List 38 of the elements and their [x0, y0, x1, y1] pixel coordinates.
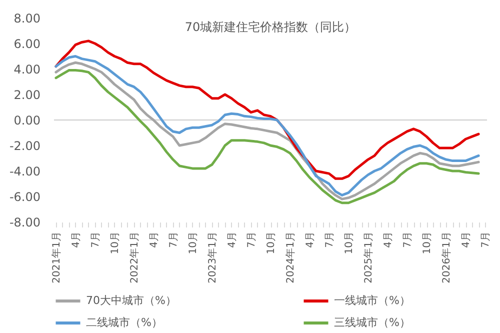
x-tick-label: 7月 — [402, 232, 414, 248]
y-tick-label: 6.00 — [14, 37, 40, 51]
x-tick-label: 2026年1月 — [440, 232, 453, 284]
x-tick-label: 2025年1月 — [362, 232, 375, 284]
legend-label: 70大中城市（%） — [86, 294, 176, 307]
y-tick-label: -8.00 — [9, 216, 40, 230]
x-tick-label: 2021年1月 — [50, 232, 62, 284]
y-tick-label: 8.00 — [14, 12, 40, 26]
x-tick-label: 4月 — [305, 232, 316, 248]
x-tick-label: 7月 — [168, 232, 180, 248]
x-tick-label: 10月 — [110, 232, 121, 254]
y-tick-label: 0.00 — [14, 114, 40, 128]
x-tick-label: 4月 — [383, 232, 394, 248]
y-tick-label: -2.00 — [9, 139, 40, 153]
x-tick-label: 10月 — [188, 232, 199, 254]
y-tick-label: 4.00 — [14, 62, 40, 76]
x-tick-label: 4月 — [148, 232, 160, 248]
legend-label: 一线城市（%） — [334, 294, 410, 307]
x-tick-label: 2023年1月 — [206, 232, 218, 284]
x-tick-label: 2022年1月 — [128, 232, 140, 284]
y-tick-label: 2.00 — [14, 88, 40, 102]
x-tick-label: 7月 — [480, 232, 492, 248]
x-tick-label: 7月 — [246, 232, 258, 248]
x-tick-label: 7月 — [324, 232, 336, 248]
legend-label: 二线城市（%） — [86, 316, 162, 329]
legend-label: 三线城市（%） — [334, 316, 410, 329]
y-tick-label: -6.00 — [9, 190, 40, 204]
x-tick-label: 10月 — [344, 232, 356, 254]
x-tick-label: 4月 — [461, 232, 472, 248]
x-tick-label: 10月 — [422, 232, 434, 254]
x-tick-label: 2024年1月 — [284, 232, 297, 284]
y-tick-label: -4.00 — [9, 164, 40, 178]
x-tick-label: 4月 — [70, 232, 82, 248]
line-series — [54, 40, 480, 180]
x-tick-label: 4月 — [226, 232, 238, 248]
x-tick-label: 7月 — [90, 232, 102, 248]
x-tick-label: 10月 — [266, 232, 277, 254]
chart-title: 70城新建住宅价格指数（同比） — [184, 20, 356, 34]
